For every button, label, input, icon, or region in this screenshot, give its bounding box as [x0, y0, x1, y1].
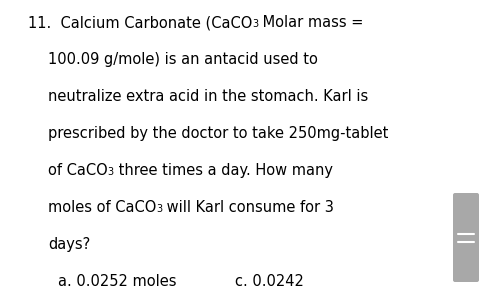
Text: a. 0.0252 moles: a. 0.0252 moles [58, 274, 176, 289]
Text: three times a day. How many: three times a day. How many [114, 163, 332, 178]
Text: 3: 3 [156, 204, 162, 214]
Text: days?: days? [48, 237, 90, 252]
Text: of CaCO: of CaCO [48, 163, 108, 178]
Text: 3: 3 [252, 19, 258, 29]
Text: neutralize extra acid in the stomach. Karl is: neutralize extra acid in the stomach. Ka… [48, 89, 368, 104]
Text: Molar mass =: Molar mass = [258, 15, 363, 30]
FancyBboxPatch shape [452, 193, 478, 282]
Text: 11.  Calcium Carbonate (CaCO: 11. Calcium Carbonate (CaCO [28, 15, 252, 30]
Text: 3: 3 [108, 167, 114, 177]
Text: c. 0.0242: c. 0.0242 [235, 274, 303, 289]
Text: prescribed by the doctor to take 250mg-tablet: prescribed by the doctor to take 250mg-t… [48, 126, 387, 141]
Text: will Karl consume for 3: will Karl consume for 3 [162, 200, 334, 215]
Text: moles of CaCO: moles of CaCO [48, 200, 156, 215]
Text: 100.09 g/mole) is an antacid used to: 100.09 g/mole) is an antacid used to [48, 52, 317, 67]
